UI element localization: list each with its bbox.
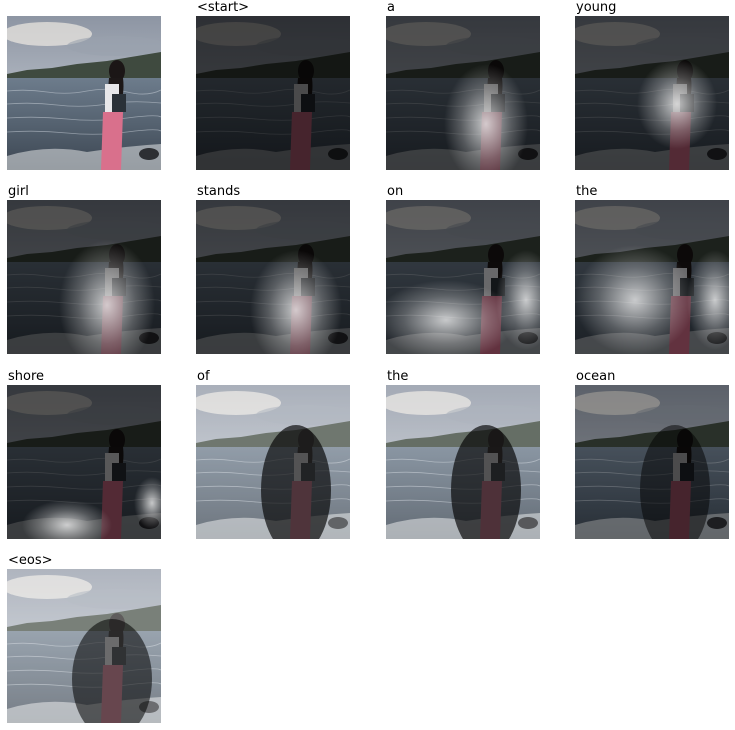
attention-panel-girl: girl [7, 184, 161, 354]
attention-overlay [196, 385, 350, 539]
attention-panel-ocean: ocean [575, 369, 729, 539]
token-label: ocean [575, 369, 622, 385]
attention-panel-the-2: the [386, 369, 540, 539]
token-label: stands [196, 184, 247, 200]
token-label: a [386, 0, 401, 16]
token-label: the [386, 369, 415, 385]
attention-overlay [386, 200, 540, 354]
attention-panel-young: young [575, 0, 729, 170]
attention-panel-of: of [196, 369, 350, 539]
attention-overlay [7, 200, 161, 354]
attention-panel-the-1: the [575, 184, 729, 354]
attention-panel-start: <start> [196, 0, 350, 170]
token-label: <eos> [7, 553, 59, 569]
attention-overlay [196, 200, 350, 354]
attention-overlay [386, 385, 540, 539]
attention-panel-shore: shore [7, 369, 161, 539]
token-label: on [386, 184, 410, 200]
attention-overlay [7, 385, 161, 539]
attention-overlay [575, 200, 729, 354]
attention-overlay [196, 16, 350, 170]
token-label: the [575, 184, 604, 200]
original-photo [7, 16, 161, 170]
attention-overlay [575, 16, 729, 170]
attention-panel-on: on [386, 184, 540, 354]
original-image-panel [7, 16, 161, 170]
attention-overlay [386, 16, 540, 170]
attention-panel-stands: stands [196, 184, 350, 354]
attention-panel-a: a [386, 0, 540, 170]
attention-panel-eos: <eos> [7, 553, 161, 723]
token-label: of [196, 369, 216, 385]
attention-overlay [575, 385, 729, 539]
token-label: young [575, 0, 623, 16]
token-label: <start> [196, 0, 256, 16]
token-label: girl [7, 184, 35, 200]
token-label: shore [7, 369, 51, 385]
attention-overlay [7, 569, 161, 723]
